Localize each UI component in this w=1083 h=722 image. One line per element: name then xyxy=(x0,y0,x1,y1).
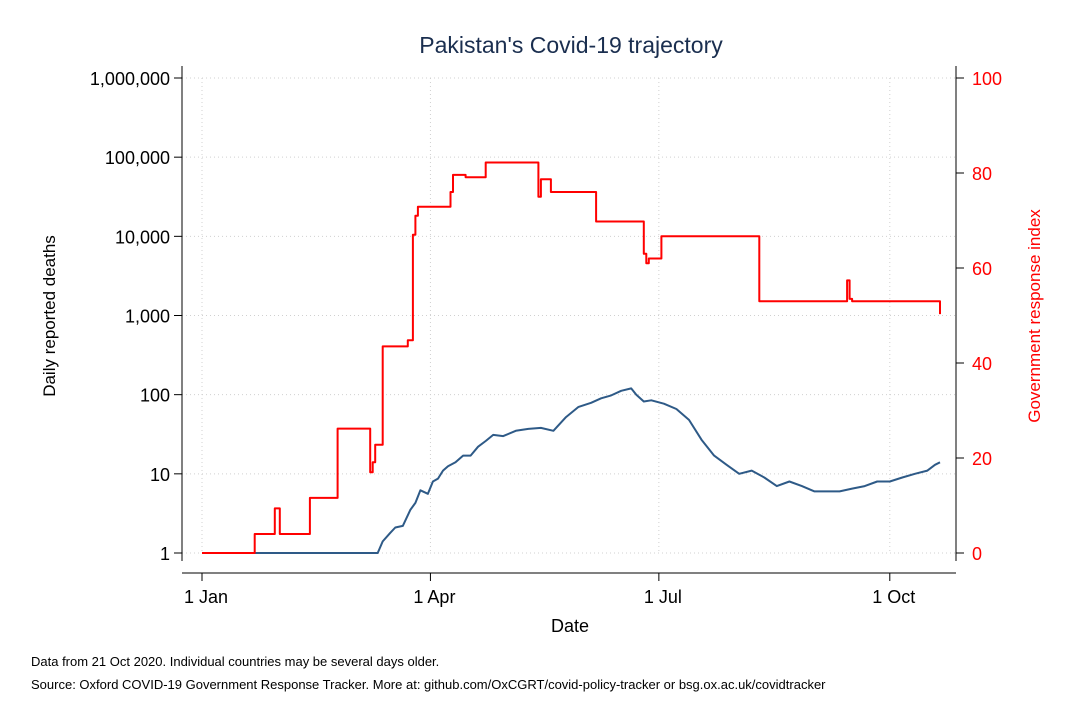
y-left-tick-label: 10 xyxy=(150,465,170,485)
y-right-tick-label: 40 xyxy=(972,354,992,374)
x-tick-label: 1 Jul xyxy=(644,587,682,607)
footnote-source: Source: Oxford COVID-19 Government Respo… xyxy=(31,677,826,692)
chart-title: Pakistan's Covid-19 trajectory xyxy=(419,32,723,58)
x-tick-label: 1 Jan xyxy=(184,587,228,607)
y-left-tick-label: 100 xyxy=(140,386,170,406)
y-left-tick-label: 1,000 xyxy=(125,307,170,327)
x-tick-label: 1 Oct xyxy=(872,587,915,607)
axes xyxy=(174,66,964,581)
response-index-line xyxy=(202,161,941,554)
y-axis-label-right: Government response index xyxy=(1025,209,1044,423)
y-left-tick-label: 100,000 xyxy=(105,148,170,168)
footnote-data-date: Data from 21 Oct 2020. Individual countr… xyxy=(31,654,440,669)
y-left-tick-label: 1,000,000 xyxy=(90,69,170,89)
y-left-tick-label: 1 xyxy=(160,544,170,564)
series-lines xyxy=(202,161,941,554)
x-axis-label: Date xyxy=(551,616,589,636)
y-right-tick-label: 20 xyxy=(972,449,992,469)
y-right-tick-label: 60 xyxy=(972,259,992,279)
deaths-line xyxy=(202,387,941,554)
gridlines xyxy=(182,77,956,554)
y-axis-label-left: Daily reported deaths xyxy=(40,235,59,397)
y-right-tick-label: 80 xyxy=(972,164,992,184)
x-tick-label: 1 Apr xyxy=(413,587,455,607)
y-right-tick-label: 100 xyxy=(972,69,1002,89)
y-right-tick-label: 0 xyxy=(972,544,982,564)
tick-labels: 1 10 100 1,000 10,000 100,000 1,000,000 1 Jan 1 … xyxy=(90,69,1002,607)
y-left-tick-label: 10,000 xyxy=(115,227,170,247)
